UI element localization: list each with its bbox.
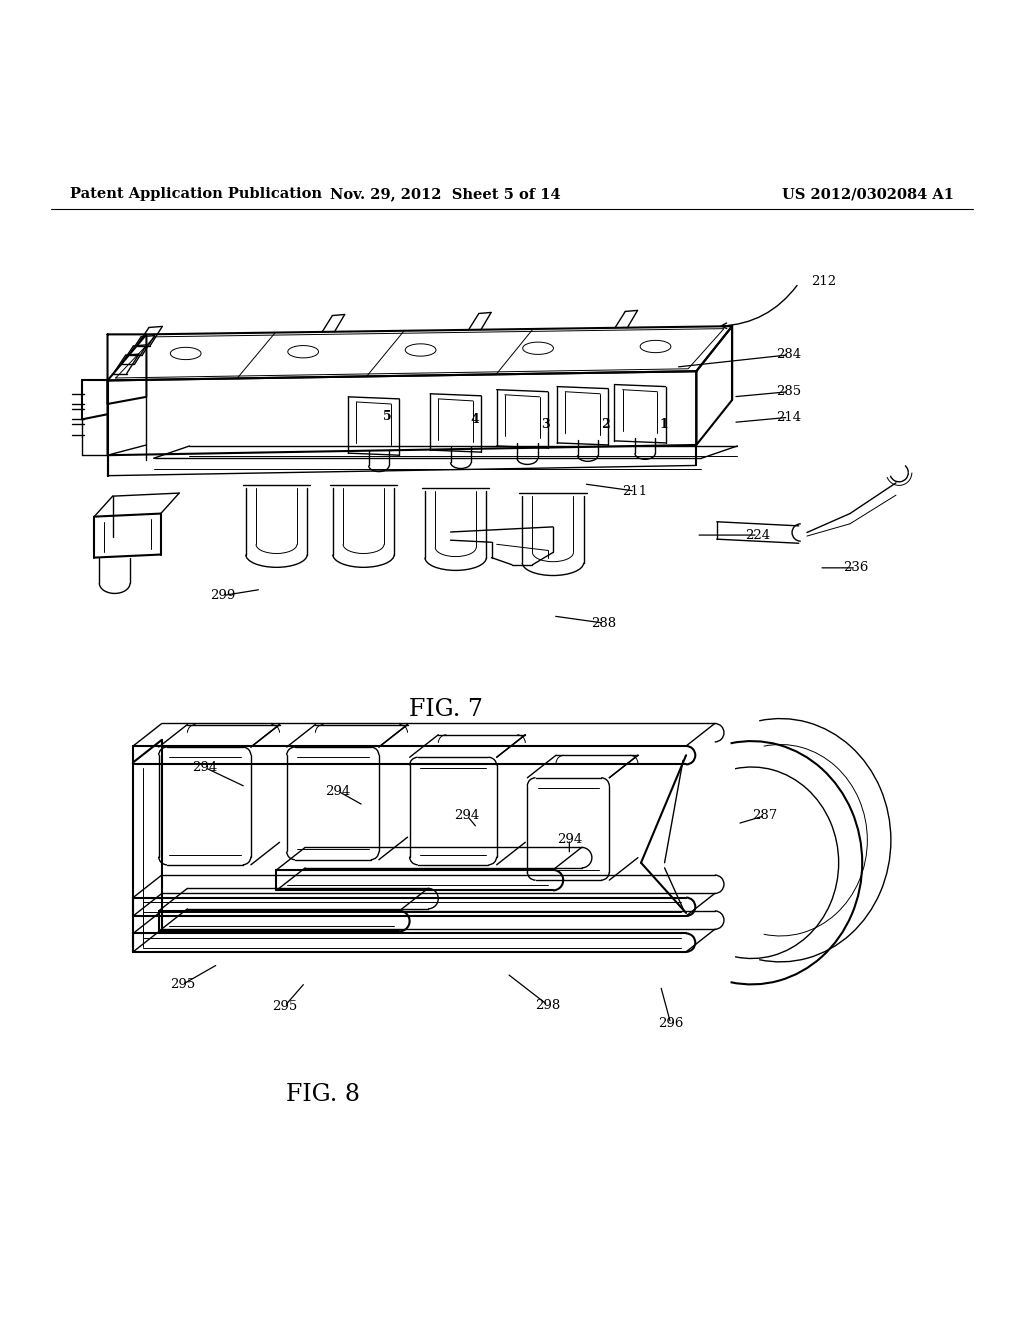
Text: FIG. 7: FIG. 7 xyxy=(409,698,482,721)
Text: Nov. 29, 2012  Sheet 5 of 14: Nov. 29, 2012 Sheet 5 of 14 xyxy=(330,187,561,201)
Text: 214: 214 xyxy=(776,411,801,424)
Text: 296: 296 xyxy=(658,1016,683,1030)
Text: 284: 284 xyxy=(776,348,801,362)
Text: 299: 299 xyxy=(211,589,236,602)
Text: US 2012/0302084 A1: US 2012/0302084 A1 xyxy=(782,187,954,201)
Text: 288: 288 xyxy=(592,616,616,630)
Text: 294: 294 xyxy=(557,833,582,846)
Text: 2: 2 xyxy=(601,418,609,430)
Text: 294: 294 xyxy=(193,762,217,774)
Text: 212: 212 xyxy=(811,275,837,288)
Text: FIG. 8: FIG. 8 xyxy=(286,1082,359,1106)
Text: 285: 285 xyxy=(776,385,801,399)
Text: 294: 294 xyxy=(455,809,479,822)
Text: 294: 294 xyxy=(326,784,350,797)
Text: 1: 1 xyxy=(659,418,668,430)
Text: 5: 5 xyxy=(383,409,391,422)
Text: 295: 295 xyxy=(272,999,297,1012)
Text: Patent Application Publication: Patent Application Publication xyxy=(70,187,322,201)
Text: 236: 236 xyxy=(844,561,868,574)
Text: 4: 4 xyxy=(471,413,479,426)
Text: 295: 295 xyxy=(170,978,195,991)
Text: 298: 298 xyxy=(536,999,560,1011)
Text: 3: 3 xyxy=(542,418,550,430)
Text: 211: 211 xyxy=(623,484,647,498)
Text: 287: 287 xyxy=(753,809,777,822)
Text: 224: 224 xyxy=(745,528,770,541)
